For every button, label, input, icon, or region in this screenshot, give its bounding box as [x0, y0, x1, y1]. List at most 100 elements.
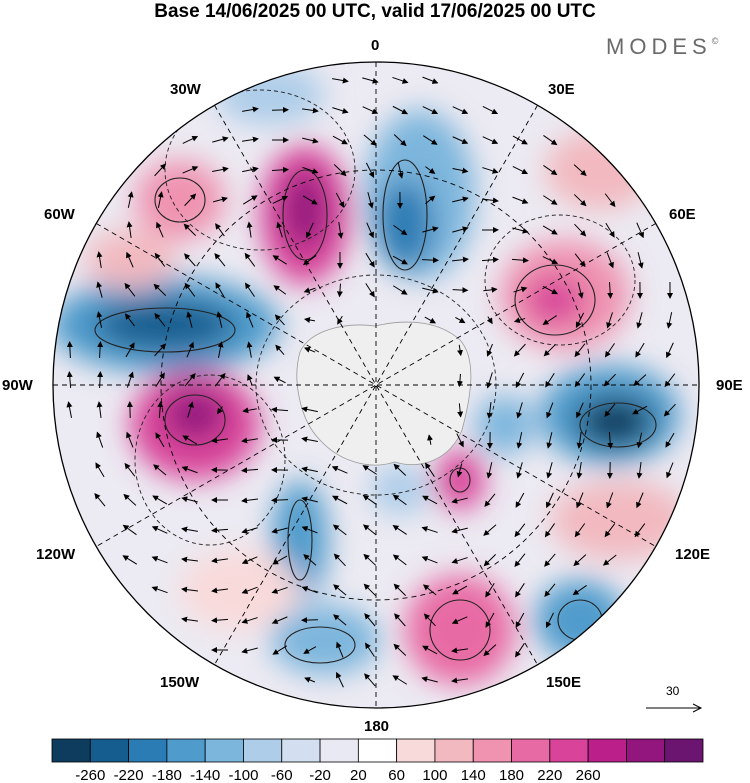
wind-vector: [96, 431, 104, 448]
wind-vector: [332, 495, 348, 505]
wind-vector: [424, 316, 437, 324]
wind-vector: [514, 553, 526, 568]
wind-vector: [607, 431, 614, 449]
wind-vector: [126, 221, 133, 238]
wind-vector: [124, 462, 136, 477]
wind-vector: [332, 77, 349, 84]
wind-vector: [574, 253, 586, 268]
wind-vector: [333, 614, 347, 626]
wind-vector: [181, 556, 199, 563]
wind-vector: [363, 553, 377, 566]
wind-vector: [332, 135, 348, 145]
lon-label-90w: 90W: [2, 377, 33, 394]
wind-vector: [181, 616, 198, 623]
lon-label-30e: 30E: [548, 81, 575, 98]
wind-vector: [184, 373, 196, 387]
wind-vector: [485, 612, 495, 628]
wind-vector: [514, 523, 526, 538]
wind-vector: [542, 315, 557, 325]
wind-vector: [335, 192, 345, 208]
lon-label-180: 180: [364, 718, 390, 735]
wind-vector: [573, 194, 587, 207]
wind-vector: [486, 462, 493, 479]
wind-vector: [123, 493, 137, 506]
wind-vector: [635, 342, 645, 358]
wind-vector: [451, 647, 468, 654]
wind-vector: [451, 677, 468, 684]
wind-vector: [455, 316, 466, 324]
wind-vector: [664, 373, 676, 388]
wind-vector: [96, 251, 103, 268]
wind-vector: [273, 285, 287, 295]
wind-vector: [151, 526, 168, 534]
wind-reference-value: 30: [666, 684, 680, 698]
wind-vector: [486, 316, 493, 325]
wind-vector: [303, 347, 316, 353]
lon-label-120w: 120W: [36, 546, 76, 563]
wind-vector: [457, 344, 463, 357]
wind-vector: [452, 106, 469, 114]
wind-vector: [363, 134, 377, 146]
wind-vector: [481, 256, 499, 263]
wind-vector: [332, 107, 349, 114]
wind-vector: [337, 222, 344, 239]
wind-vector: [486, 343, 493, 357]
wind-vector: [271, 616, 288, 624]
wind-vector: [544, 583, 556, 597]
wind-vector: [274, 314, 285, 326]
wind-vector: [451, 256, 469, 263]
wind-vector: [393, 463, 407, 476]
wind-vector: [392, 494, 407, 506]
wind-vector: [301, 406, 318, 413]
wind-vector: [394, 613, 406, 627]
wind-vector: [457, 403, 464, 418]
wind-vector: [515, 583, 525, 598]
wind-vector: [217, 341, 224, 358]
wind-vector: [483, 553, 497, 567]
wind-vector: [515, 612, 525, 628]
wind-vector: [303, 646, 317, 654]
wind-vector: [96, 281, 103, 298]
wind-vector: [336, 641, 344, 658]
wind-vector: [637, 252, 644, 269]
brand-mark: ©: [711, 36, 719, 46]
wind-vector: [543, 135, 558, 146]
wind-vector: [367, 192, 374, 209]
wind-vector: [153, 283, 167, 296]
wind-vector: [333, 164, 347, 177]
wind-vector: [246, 311, 254, 328]
wind-vector: [574, 223, 587, 237]
wind-vector: [122, 524, 137, 536]
wind-vector: [392, 105, 409, 115]
wind-vector: [665, 432, 675, 448]
wind-vector: [422, 106, 439, 115]
wind-vector: [545, 372, 555, 388]
wind-vector: [397, 162, 404, 179]
wind-vector: [425, 195, 436, 205]
wind-vector: [421, 676, 438, 683]
wind-vector: [365, 162, 375, 179]
wind-vector: [184, 282, 196, 297]
wind-vector: [365, 252, 375, 268]
wind-vector: [427, 434, 433, 445]
wind-vector: [272, 196, 289, 204]
wind-vector: [126, 431, 134, 448]
wind-vector: [456, 463, 463, 478]
wind-vector: [421, 556, 438, 564]
wind-vector: [182, 435, 198, 445]
wind-vector: [155, 372, 165, 388]
wind-vector: [516, 432, 523, 449]
wind-vector: [151, 556, 168, 564]
wind-vector: [422, 226, 439, 233]
lon-label-30w: 30W: [170, 81, 201, 98]
wind-vector: [512, 166, 529, 175]
wind-vector: [244, 282, 255, 297]
wind-vector: [515, 492, 525, 508]
wind-vector: [634, 523, 646, 538]
wind-vector: [122, 555, 138, 565]
wind-vector: [275, 344, 285, 355]
wind-vector: [452, 196, 469, 203]
wind-vector: [212, 136, 229, 143]
wind-vector: [606, 492, 614, 509]
